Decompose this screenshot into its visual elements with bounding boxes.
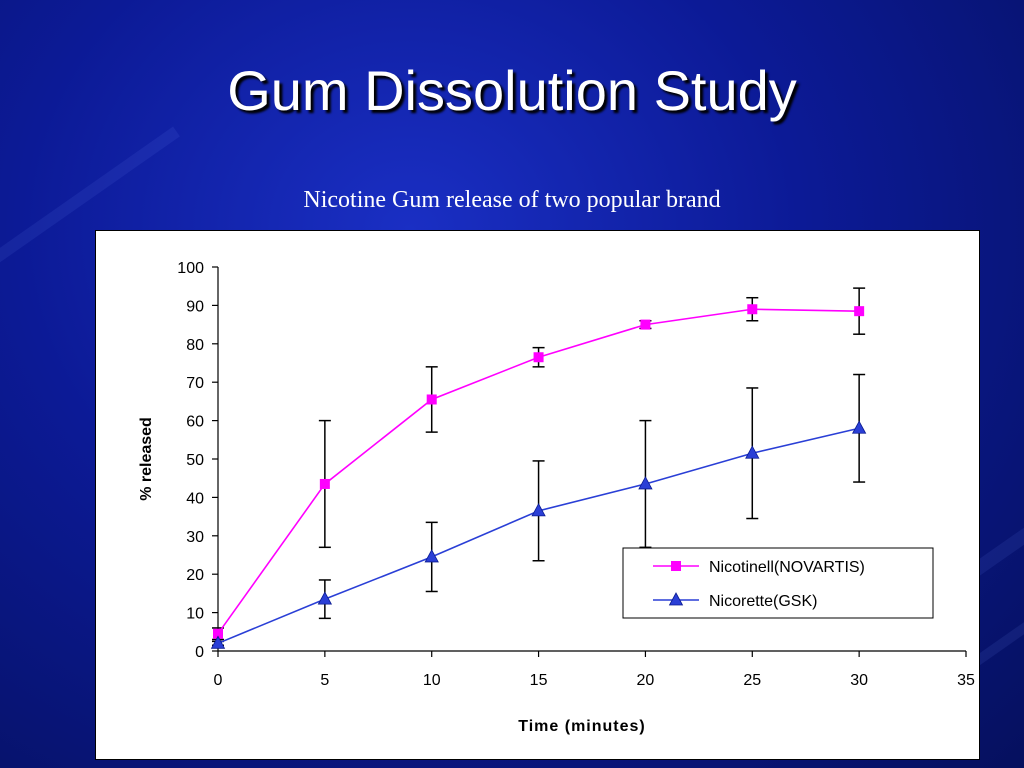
y-tick-label: 70 — [186, 375, 204, 392]
legend-label: Nicotinell(NOVARTIS) — [709, 559, 865, 576]
data-point — [640, 319, 651, 330]
x-tick-label: 5 — [320, 672, 329, 689]
legend-marker — [668, 592, 684, 606]
legend-box — [622, 547, 934, 619]
y-tick-label: 10 — [186, 606, 204, 623]
data-point — [210, 635, 226, 649]
x-tick-label: 25 — [743, 672, 761, 689]
data-point — [745, 445, 760, 459]
data-point — [317, 591, 333, 605]
data-point — [531, 503, 546, 517]
y-tick-label: 80 — [186, 337, 204, 354]
data-point — [533, 352, 544, 363]
data-point — [426, 394, 437, 405]
series-group — [212, 287, 866, 641]
y-tick-label: 30 — [186, 529, 204, 546]
chart-area: 0 10 20 30 40 50 60 70 80 90 100 0 5 10 15 20 25 30 35 Tim… — [95, 230, 980, 760]
x-tick-label: 30 — [850, 672, 868, 689]
data-point — [851, 420, 867, 434]
x-tick-label: 15 — [530, 672, 548, 689]
chart-title: Nicotine Gum release of two popular bran… — [303, 187, 721, 213]
slide-title: Gum Dissolution Study — [227, 59, 797, 122]
legend-marker — [671, 561, 681, 571]
y-tick-label: 100 — [177, 260, 204, 277]
legend: Nicotinell(NOVARTIS) Nicorette(GSK) — [622, 547, 934, 619]
y-tick-label: 40 — [186, 490, 204, 507]
y-tick-label: 60 — [186, 414, 204, 431]
series-group — [210, 373, 867, 649]
x-tick-label: 10 — [423, 672, 441, 689]
y-tick-label: 20 — [186, 567, 204, 584]
x-tick-label: 0 — [214, 672, 223, 689]
y-tick-label: 90 — [186, 298, 204, 315]
y-tick-label: 50 — [186, 452, 204, 469]
data-point — [854, 306, 865, 317]
data-point — [638, 476, 653, 490]
series — [210, 287, 867, 649]
y-axis-title: % released — [138, 417, 155, 501]
x-tick-label: 35 — [957, 672, 975, 689]
data-point — [319, 478, 330, 489]
data-point — [424, 549, 439, 563]
y-tick-label: 0 — [195, 644, 204, 661]
ticks: 0 10 20 30 40 50 60 70 80 90 100 0 5 10 15 20 25 30 35 — [177, 260, 975, 689]
legend-label: Nicorette(GSK) — [709, 593, 817, 610]
x-axis-title: Time (minutes) — [518, 718, 646, 735]
x-tick-label: 20 — [637, 672, 655, 689]
line-chart: 0 10 20 30 40 50 60 70 80 90 100 0 5 10 15 20 25 30 35 Tim… — [138, 260, 975, 735]
data-point — [747, 304, 758, 315]
data-point — [213, 628, 223, 639]
